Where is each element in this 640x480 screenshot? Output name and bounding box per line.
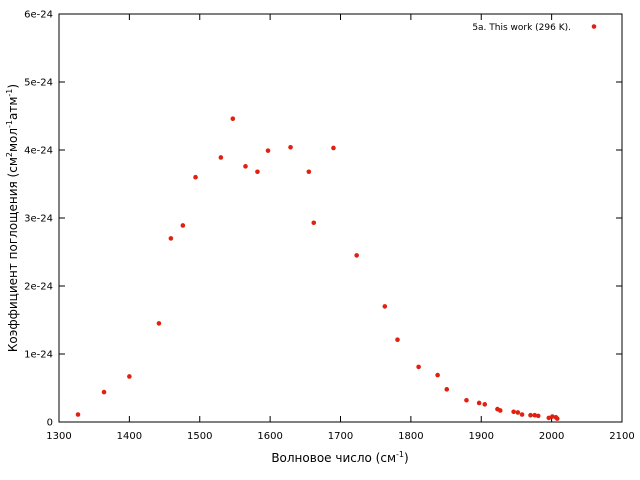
x-tick-label: 1600 [257,431,282,442]
x-tick-labels: 1300 1400 1500 1600 1700 1800 1900 2000 2100 [46,431,634,442]
y-tick-label: 1e-24 [24,350,53,361]
y-tick-labels: 0 1e-24 2e-24 3e-24 4e-24 5e-24 6e-24 [24,10,53,429]
x-tick-label: 1500 [187,431,212,442]
data-point [331,145,336,151]
x-tick-label: 1400 [117,431,142,442]
data-point [528,412,533,418]
data-point [230,116,236,122]
data-point [127,374,132,379]
data-point [519,412,525,417]
x-tick-label: 1300 [46,431,71,442]
y-tick-label: 5e-24 [24,78,53,89]
data-point [265,148,271,153]
data-point [311,220,317,226]
data-point [482,402,488,407]
data-point [435,372,440,378]
y-tick-label: 6e-24 [24,10,53,21]
data-point [218,155,224,160]
data-point [395,337,400,343]
data-point [288,144,293,150]
y-axis-label-superscript: 2 [5,152,14,157]
data-point [444,387,450,392]
legend-entry-label: 5a. This work (296 K). [472,23,571,33]
y-axis-label: Коэффициент поглощения (см2мол-1атм-1) [5,84,20,352]
data-point [193,174,198,180]
data-point [476,400,482,406]
y-axis-label-text: мол [6,128,20,152]
y-tick-label: 2e-24 [24,282,53,293]
data-points [75,116,560,421]
data-point [180,223,186,228]
y-axis-label-text: ) [6,84,20,89]
y-tick-label: 3e-24 [24,214,53,225]
data-point [554,416,560,421]
data-point [546,415,552,421]
data-point [101,389,107,395]
legend: 5a. This work (296 K). [472,23,597,33]
data-point [550,414,555,419]
data-point [156,321,162,326]
y-tick-label: 0 [47,418,53,429]
y-axis-label-text: атм [6,97,20,120]
legend-marker [591,24,597,29]
data-point [354,253,359,258]
x-tick-label: 2100 [609,431,634,442]
data-point [168,236,174,241]
y-tick-label: 4e-24 [24,146,53,157]
data-point [255,169,260,175]
y-axis-label-text: Коэффициент поглощения (см [6,157,20,352]
data-point [243,164,248,169]
data-point [464,397,469,403]
y-axis-label-superscript: -1 [5,89,14,97]
data-point [511,409,516,415]
data-point [497,408,503,413]
data-point [306,169,312,175]
data-point [416,364,421,370]
x-tick-label: 2000 [539,431,564,442]
x-tick-label: 1800 [398,431,423,442]
plot-frame [58,13,623,423]
data-point [535,413,541,419]
x-tick-label: 1700 [328,431,353,442]
x-axis-label: Волновое число (см-1) [271,450,408,465]
data-point [75,412,81,417]
data-point [382,304,388,309]
x-tick-label: 1900 [469,431,494,442]
data-point [515,410,521,415]
axis-ticks [59,14,622,422]
data-point [532,412,538,418]
y-axis-label-superscript: -1 [5,120,14,128]
